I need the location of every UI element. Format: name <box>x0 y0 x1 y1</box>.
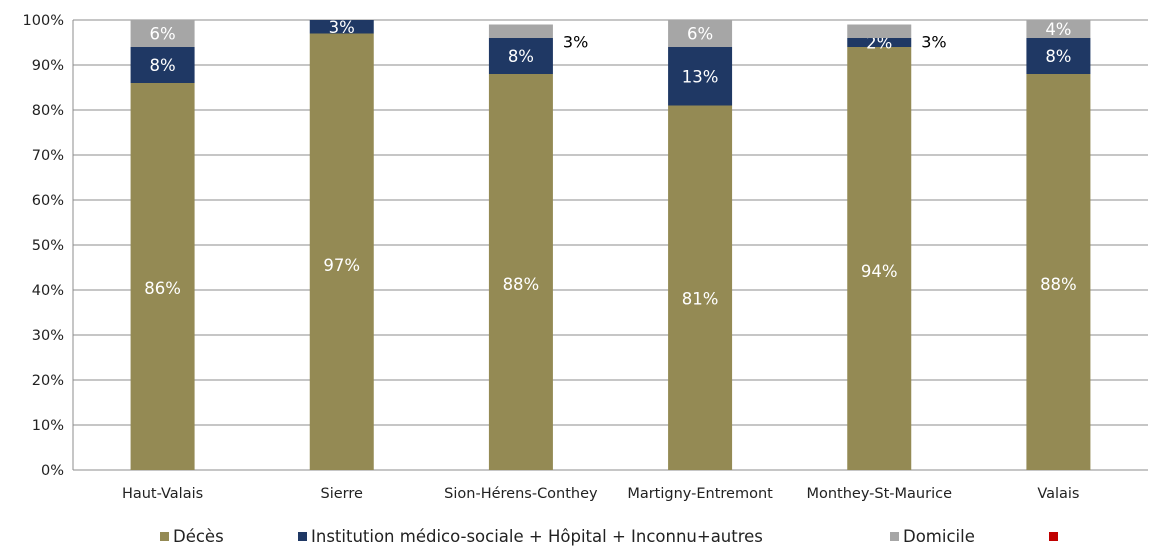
legend-swatch <box>890 532 899 541</box>
legend-swatch <box>160 532 169 541</box>
data-label: 88% <box>1040 275 1077 294</box>
data-label: 3% <box>563 33 588 52</box>
data-label: 3% <box>921 33 946 52</box>
bar-segment <box>488 38 553 74</box>
x-tick-label: Valais <box>1037 486 1079 502</box>
bar-segment <box>847 47 912 470</box>
bar-segment <box>130 20 195 47</box>
x-tick-label: Haut-Valais <box>122 486 203 502</box>
legend-label: Décès <box>173 527 224 546</box>
data-label: 4% <box>1045 20 1071 39</box>
data-label: 6% <box>687 25 713 44</box>
y-tick-label: 0% <box>41 463 64 479</box>
y-tick-label: 90% <box>32 58 64 74</box>
bar-segment <box>668 105 733 470</box>
bar-segment <box>1026 20 1091 38</box>
bar-segment <box>668 47 733 106</box>
x-tick-label: Sierre <box>321 486 364 502</box>
data-label: 94% <box>861 262 898 281</box>
legend-label: Domicile <box>903 527 975 546</box>
legend-swatch <box>1049 532 1058 541</box>
data-label: 13% <box>682 67 719 86</box>
data-label: 86% <box>144 279 181 298</box>
legend-label: Institution médico-sociale + Hôpital + I… <box>311 527 763 546</box>
y-tick-label: 60% <box>32 193 64 209</box>
x-tick-label: Sion-Hérens-Conthey <box>444 486 598 502</box>
data-label: 3% <box>329 18 355 37</box>
data-label: 81% <box>682 290 719 309</box>
y-tick-label: 10% <box>32 418 64 434</box>
bar-segment <box>488 24 553 38</box>
y-tick-label: 30% <box>32 328 64 344</box>
data-label: 2% <box>866 34 892 53</box>
data-label: 8% <box>1045 47 1071 66</box>
data-label: 97% <box>323 256 360 275</box>
data-label: 8% <box>149 56 175 75</box>
bar-segment <box>309 33 374 470</box>
bar-segment <box>488 74 553 470</box>
y-tick-label: 70% <box>32 148 64 164</box>
y-tick-label: 40% <box>32 283 64 299</box>
y-tick-label: 20% <box>32 373 64 389</box>
data-label: 88% <box>503 275 540 294</box>
legend-swatch <box>298 532 307 541</box>
bar-segment <box>847 24 912 38</box>
bar-segment <box>668 20 733 47</box>
bar-segment <box>130 47 195 83</box>
bar-segment <box>1026 74 1091 470</box>
x-tick-label: Martigny-Entremont <box>627 486 773 502</box>
bar-segment <box>1026 38 1091 74</box>
y-tick-label: 80% <box>32 103 64 119</box>
y-tick-label: 50% <box>32 238 64 254</box>
x-tick-label: Monthey-St-Maurice <box>806 486 952 502</box>
bar-segment <box>309 20 374 34</box>
data-label: 8% <box>508 47 534 66</box>
data-label: 6% <box>149 25 175 44</box>
y-tick-label: 100% <box>23 13 64 29</box>
bar-segment <box>847 38 912 47</box>
bar-segment <box>130 83 195 470</box>
